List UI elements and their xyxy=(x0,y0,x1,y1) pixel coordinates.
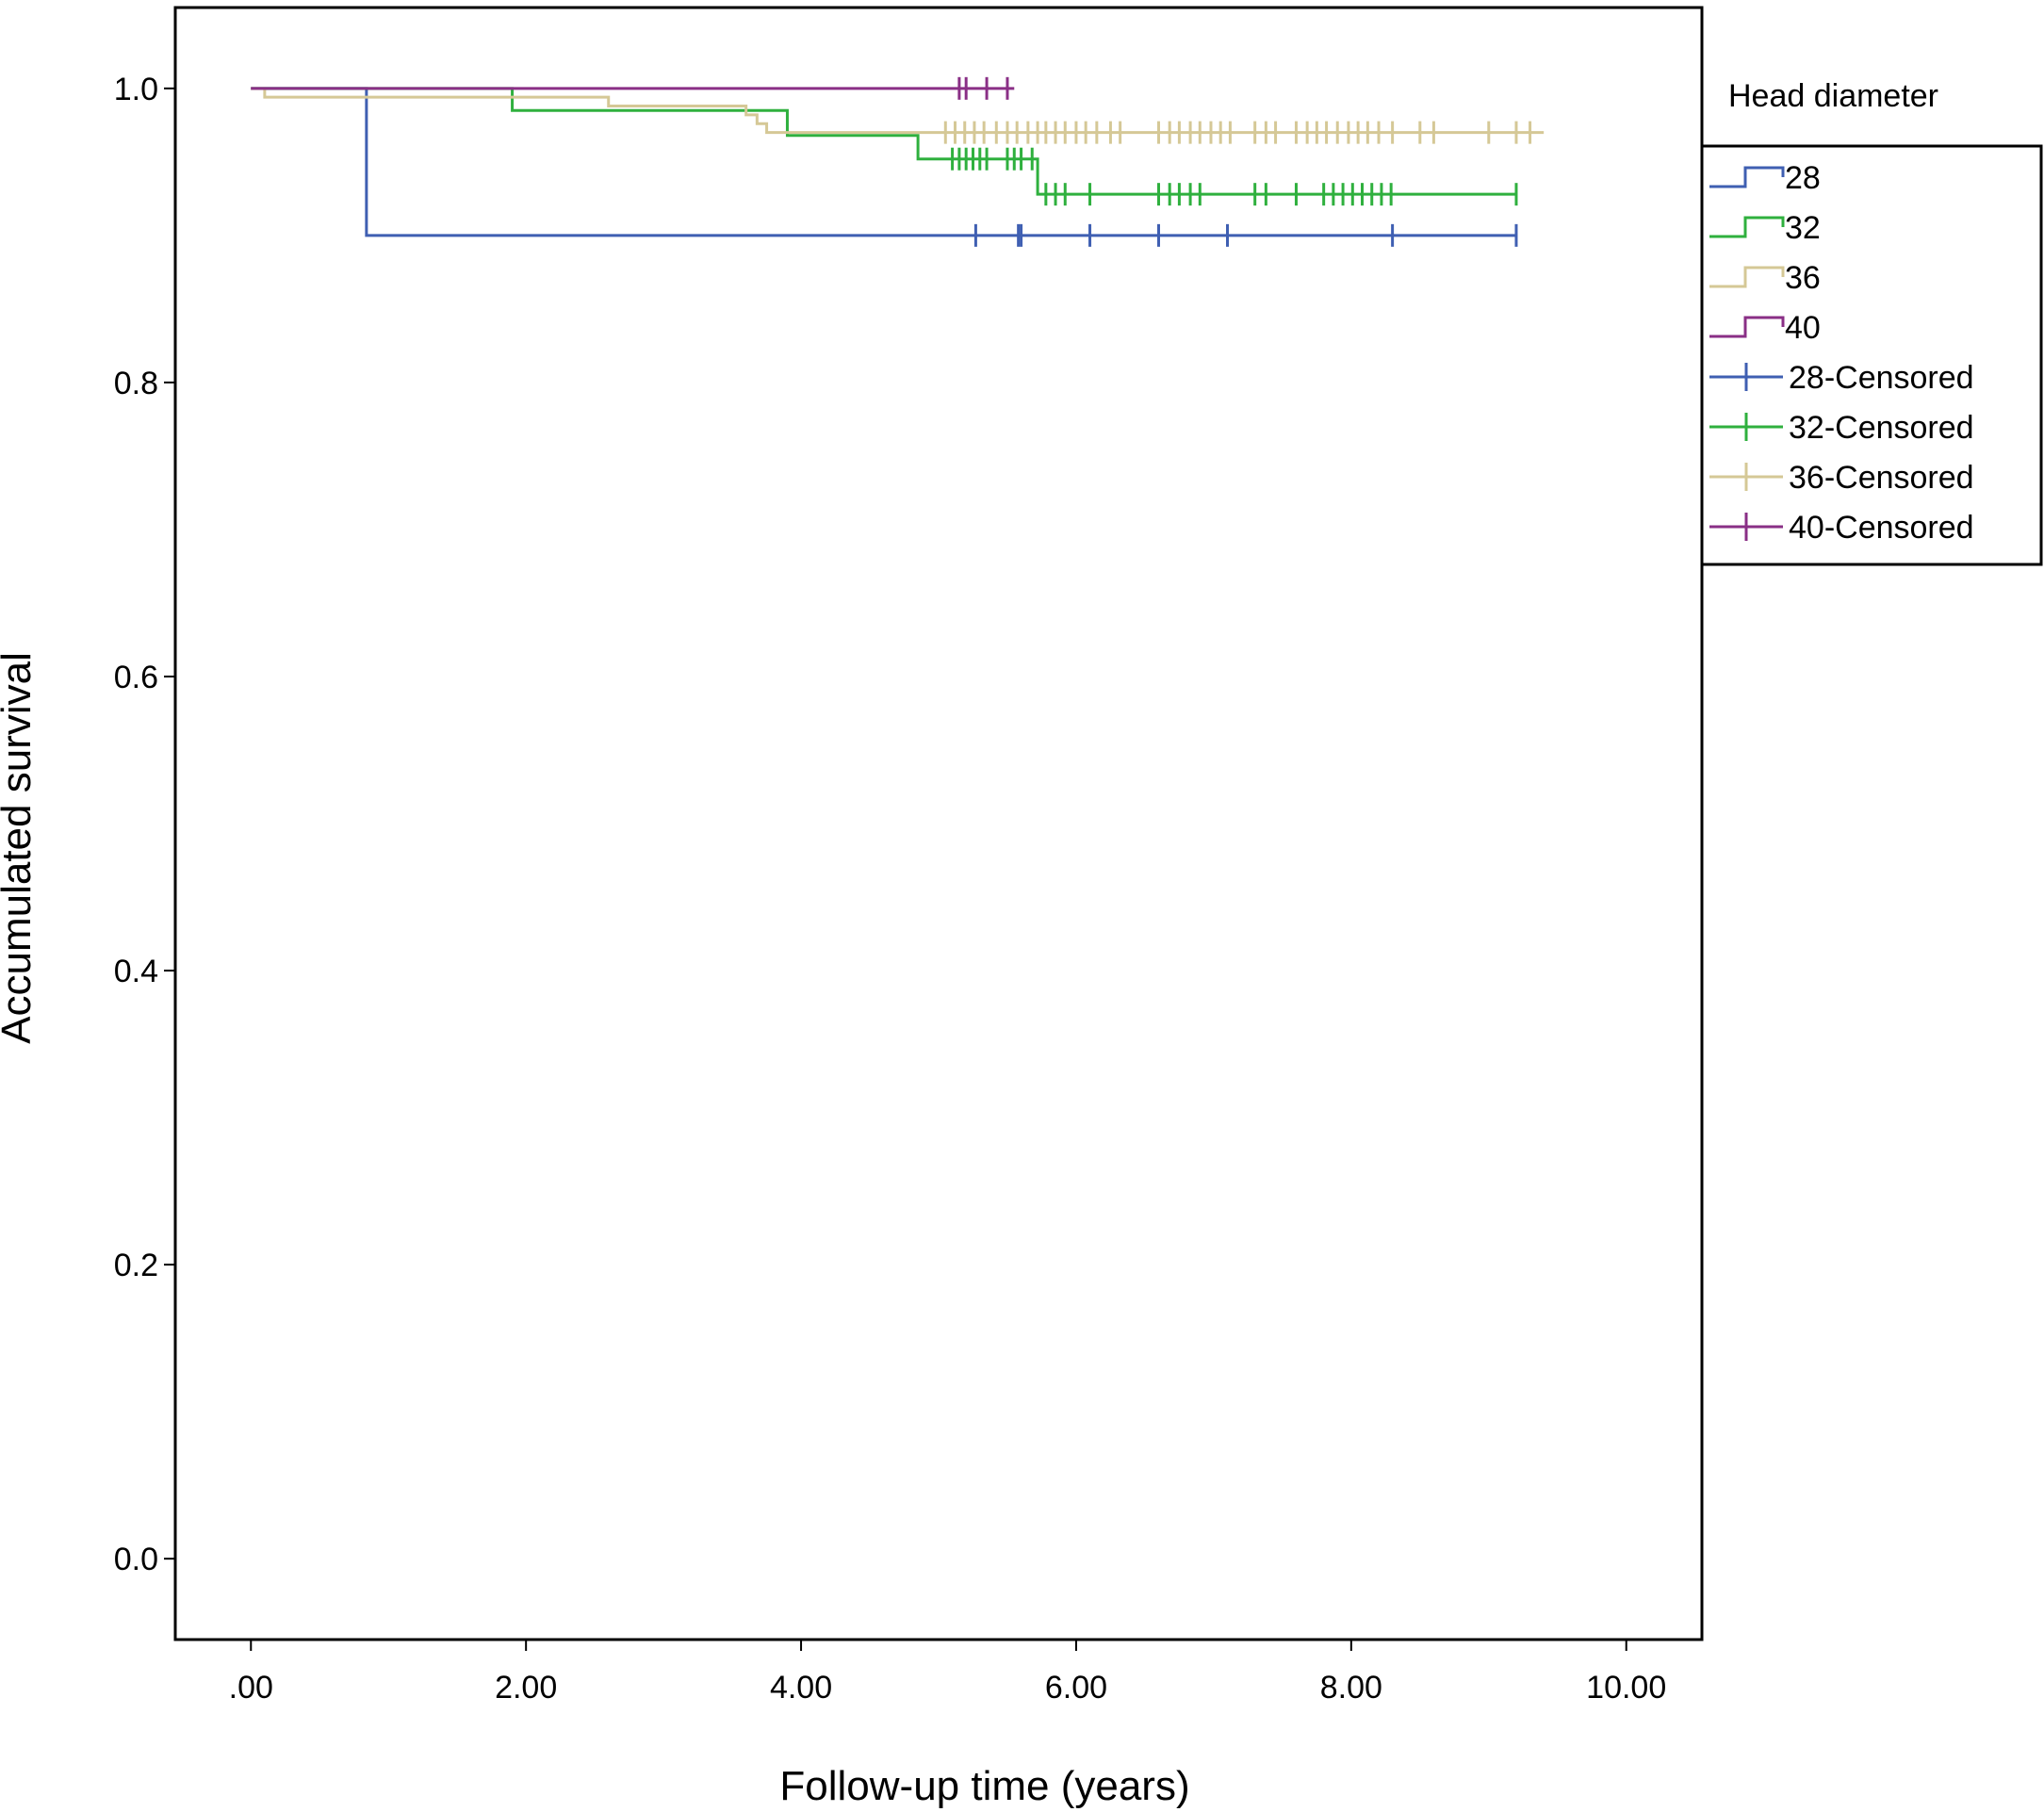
y-tick-label: 0.8 xyxy=(114,366,158,401)
y-axis: 0.0 0.2 0.4 0.6 0.8 1.0 xyxy=(114,72,175,1577)
x-axis: .00 2.00 4.00 6.00 8.00 10.00 xyxy=(229,1640,1666,1706)
series-line-36 xyxy=(251,87,1545,135)
x-tick-label: 4.00 xyxy=(770,1670,832,1706)
legend-items: 28 32 36 40 28-Censored 32-Censored 36-Censore… xyxy=(1709,160,1974,546)
x-tick-label: 8.00 xyxy=(1320,1670,1382,1706)
legend-label: 40 xyxy=(1785,310,1821,346)
y-tick-label: 0.6 xyxy=(114,660,158,695)
legend-label: 36 xyxy=(1785,260,1821,296)
y-tick-label: 0.0 xyxy=(114,1542,158,1577)
plot-frame xyxy=(173,6,1704,1641)
legend-swatch xyxy=(1709,266,1785,288)
legend-label: 32-Censored xyxy=(1789,410,1974,446)
x-tick-label: 10.00 xyxy=(1586,1670,1666,1706)
x-axis-title: Follow-up time (years) xyxy=(779,1763,1189,1809)
y-tick-label: 0.2 xyxy=(114,1248,158,1283)
legend-label: 36-Censored xyxy=(1789,460,1974,496)
legend-label: 28 xyxy=(1785,160,1821,196)
x-tick-label: .00 xyxy=(229,1670,273,1706)
legend-label: 40-Censored xyxy=(1789,510,1974,546)
legend-label: 28-Censored xyxy=(1789,360,1974,396)
series-layer xyxy=(251,87,1545,237)
legend-swatch xyxy=(1709,216,1785,238)
y-tick-label: 0.4 xyxy=(114,954,158,989)
censor-marks-layer xyxy=(943,76,1532,247)
x-tick-label: 2.00 xyxy=(495,1670,557,1706)
legend-box xyxy=(1700,144,2043,566)
legend-label: 32 xyxy=(1785,210,1821,246)
x-tick-label: 6.00 xyxy=(1045,1670,1107,1706)
y-tick-label: 1.0 xyxy=(114,72,158,107)
y-axis-title: Accumulated survival xyxy=(0,652,40,1044)
legend-title: Head diameter xyxy=(1728,78,1938,114)
series-line-32 xyxy=(251,87,1516,196)
legend-swatch xyxy=(1709,166,1785,188)
legend-swatch xyxy=(1709,316,1785,338)
